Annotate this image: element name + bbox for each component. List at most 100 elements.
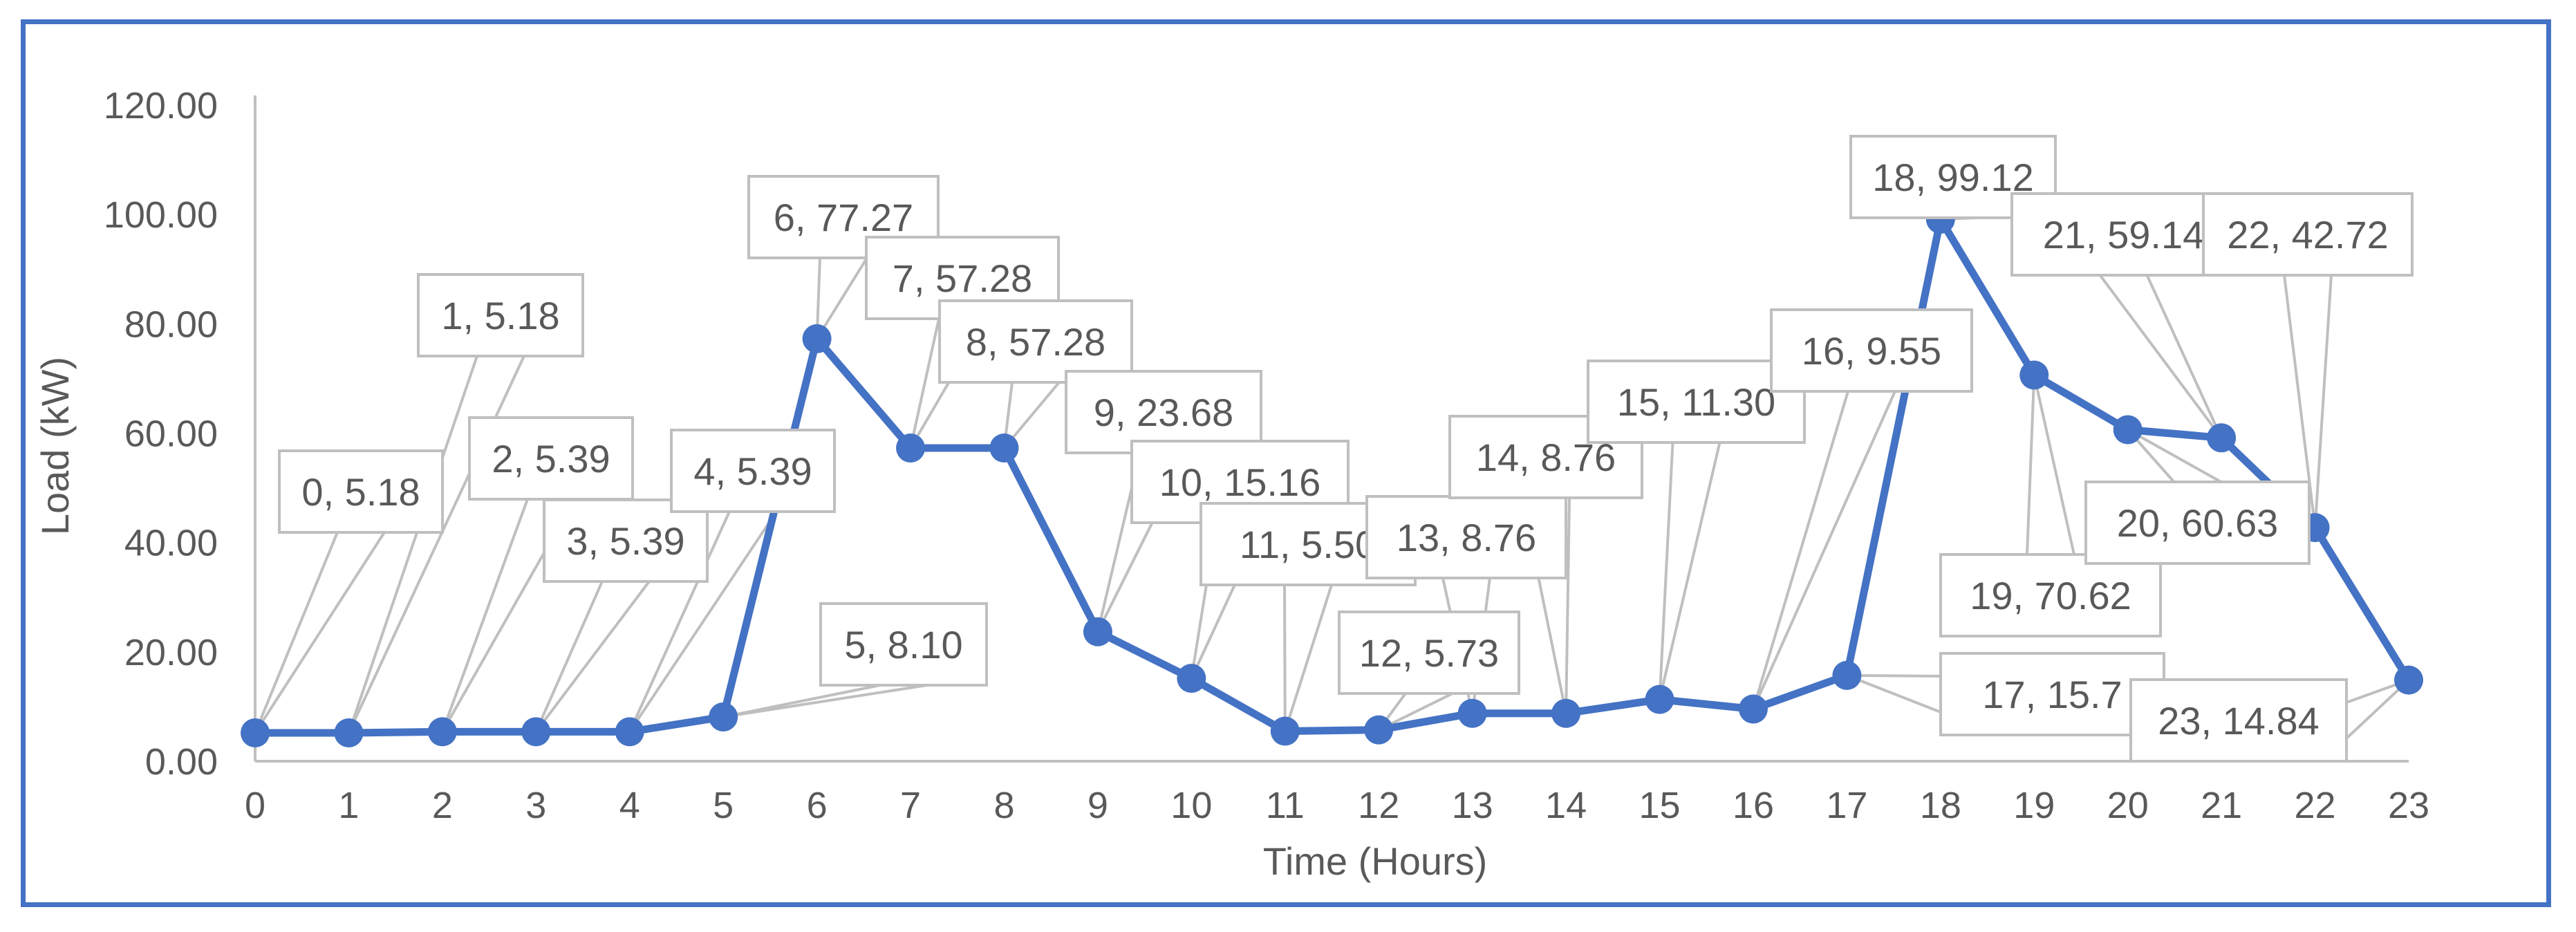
y-tick-label: 40.00 (124, 523, 218, 564)
x-tick-label: 12 (1358, 785, 1399, 826)
data-label-box (2129, 678, 2348, 763)
callout-leader (1282, 584, 1334, 732)
x-tick-label: 15 (1639, 785, 1680, 826)
data-point (709, 702, 738, 731)
data-label: 4, 5.39 (693, 449, 812, 493)
data-label-box (1587, 360, 1806, 444)
data-label-box (1365, 495, 1567, 579)
data-label: 17, 15.7 (1982, 673, 2122, 716)
y-tick-label: 120.00 (104, 85, 218, 127)
data-point (1364, 715, 1394, 745)
data-label-box (670, 429, 836, 513)
data-label: 0, 5.18 (301, 470, 420, 514)
data-point (2113, 415, 2143, 445)
data-label-box (1939, 652, 2165, 736)
data-point (2394, 665, 2423, 695)
x-tick-label: 6 (807, 785, 828, 826)
data-label-box (1939, 553, 2162, 637)
data-point (2207, 423, 2237, 453)
data-label: 11, 5.50 (1240, 523, 1376, 566)
data-label: 9, 23.68 (1094, 391, 1233, 434)
y-tick-label: 60.00 (124, 413, 218, 455)
data-point (1551, 698, 1581, 728)
x-tick-label: 19 (2013, 785, 2055, 826)
data-label-box (1338, 611, 1520, 695)
x-tick-label: 10 (1170, 785, 1212, 826)
data-label-box (468, 416, 634, 501)
data-point (1270, 716, 1300, 746)
x-tick-label: 1 (338, 785, 359, 826)
x-tick-label: 4 (619, 785, 640, 826)
data-point (1083, 617, 1112, 646)
x-tick-label: 20 (2107, 785, 2149, 826)
data-point (1645, 684, 1674, 714)
data-point (1738, 694, 1768, 724)
x-tick-label: 8 (993, 785, 1014, 826)
data-label: 21, 59.14 (2043, 213, 2205, 257)
data-point (989, 434, 1019, 463)
data-label: 15, 11.30 (1617, 380, 1775, 424)
data-label-box (1770, 308, 1973, 393)
callout-leader (1658, 441, 1722, 700)
x-tick-label: 18 (1920, 785, 1961, 826)
data-label: 19, 70.62 (1970, 574, 2131, 617)
data-label-box (819, 602, 988, 687)
data-label-box (2010, 192, 2237, 277)
data-point (1832, 660, 1862, 690)
callout-boxes: 0, 5.18 1, 5.18 2, 5.39 3, 5.394, 5.39 5, 8.… (278, 135, 2414, 763)
chart-frame: 0.00 20.00 40.00 60.00 80.00 100.00 120.00 0 1 2 3… (21, 19, 2551, 907)
data-point (896, 434, 926, 463)
data-label: 13, 8.76 (1397, 516, 1536, 559)
callout-leader (2025, 375, 2076, 556)
callout-leader (1846, 673, 1942, 714)
data-point (615, 717, 644, 747)
x-tick-label: 2 (432, 785, 453, 826)
y-tick-label: 20.00 (124, 632, 218, 673)
data-label: 2, 5.39 (492, 437, 610, 481)
data-label-box (417, 273, 584, 357)
data-label-box (2084, 481, 2311, 565)
x-tick-label: 17 (1826, 785, 1867, 826)
y-tick-label: 0.00 (145, 741, 218, 783)
x-tick-label: 7 (900, 785, 921, 826)
x-tick-label: 16 (1733, 785, 1774, 826)
x-tick-label: 14 (1545, 785, 1587, 826)
callout-leader (2097, 274, 2223, 439)
series-line (255, 215, 2412, 737)
callout-leader (254, 531, 387, 734)
series (241, 205, 2423, 748)
data-label: 18, 99.12 (1872, 156, 2034, 199)
x-tick-label: 0 (245, 785, 265, 826)
x-tick-label: 9 (1088, 785, 1108, 826)
data-label: 5, 8.10 (844, 623, 962, 667)
data-label: 20, 60.63 (2117, 501, 2279, 545)
data-label: 3, 5.39 (566, 519, 684, 563)
callout-leader (722, 684, 928, 718)
data-point (1457, 698, 1487, 728)
x-tick-label: 3 (525, 785, 546, 826)
data-label: 1, 5.18 (441, 294, 559, 337)
data-label: 23, 14.84 (2158, 699, 2320, 743)
data-label-box (938, 299, 1133, 384)
x-tick-label: 21 (2201, 785, 2242, 826)
y-axis-title: Load (kW) (33, 357, 77, 535)
data-point (1177, 664, 1206, 693)
data-label: 10, 15.16 (1159, 460, 1321, 504)
data-label: 16, 9.55 (1802, 329, 1941, 373)
data-label: 7, 57.28 (893, 257, 1032, 300)
x-tick-label: 23 (2388, 785, 2429, 826)
data-label: 12, 5.73 (1359, 631, 1499, 675)
data-label-box (278, 449, 444, 534)
y-tick-label: 80.00 (124, 304, 218, 345)
data-label: 8, 57.28 (966, 320, 1105, 364)
data-point (521, 717, 551, 747)
x-tick-label: 22 (2295, 785, 2336, 826)
callout-leader (534, 580, 653, 733)
x-tick-label: 5 (713, 785, 734, 826)
data-label: 22, 42.72 (2227, 213, 2389, 257)
x-axis-title: Time (Hours) (1263, 839, 1488, 883)
data-label-box (1065, 370, 1262, 454)
data-label-box (2202, 192, 2414, 277)
